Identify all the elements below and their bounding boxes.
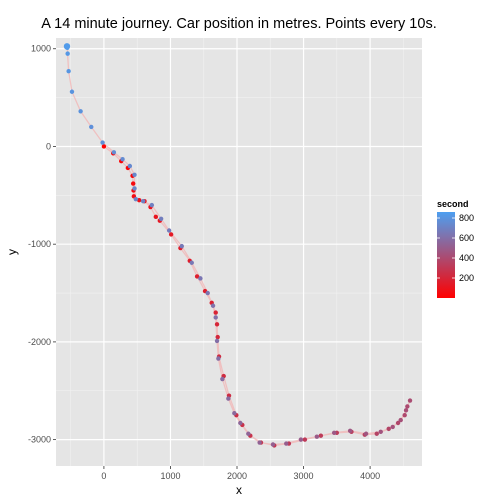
legend-tick-label: 600 bbox=[459, 233, 474, 243]
data-point bbox=[189, 260, 194, 265]
data-point bbox=[140, 198, 146, 204]
legend-colorbar bbox=[437, 212, 455, 298]
data-point bbox=[220, 376, 225, 382]
y-axis-ticks: -3000 -2000 -1000 0 1000 bbox=[28, 44, 56, 445]
x-tick-label: 3000 bbox=[294, 471, 314, 481]
data-point bbox=[257, 440, 262, 445]
data-point bbox=[405, 404, 410, 409]
data-point bbox=[215, 334, 220, 340]
data-point bbox=[100, 140, 105, 145]
plot-panel bbox=[56, 38, 422, 466]
x-tick-label: 1000 bbox=[160, 471, 180, 481]
data-point bbox=[205, 290, 210, 296]
chart-title: A 14 minute journey. Car position in met… bbox=[41, 16, 436, 32]
data-point bbox=[298, 437, 304, 442]
data-point bbox=[78, 109, 83, 114]
data-point bbox=[133, 197, 139, 202]
data-point bbox=[386, 426, 391, 432]
data-point bbox=[194, 274, 200, 279]
data-point bbox=[63, 43, 71, 50]
data-point bbox=[149, 202, 155, 208]
data-point bbox=[238, 420, 243, 426]
data-point bbox=[216, 356, 221, 361]
data-point bbox=[111, 150, 117, 155]
data-point bbox=[168, 232, 174, 237]
y-tick-label: -1000 bbox=[28, 239, 51, 249]
data-point bbox=[89, 124, 94, 130]
data-point bbox=[214, 338, 220, 344]
data-point bbox=[213, 315, 218, 320]
legend: second 200 400 600 800 bbox=[437, 199, 474, 298]
data-point bbox=[390, 424, 395, 430]
data-point bbox=[179, 243, 184, 249]
data-point bbox=[246, 431, 251, 436]
y-tick-label: -2000 bbox=[28, 337, 51, 347]
data-point bbox=[270, 442, 276, 447]
data-point bbox=[132, 186, 137, 191]
legend-ticks: 200 400 600 800 bbox=[437, 213, 474, 283]
data-points bbox=[63, 43, 413, 448]
x-tick-label: 2000 bbox=[227, 471, 247, 481]
data-point bbox=[166, 228, 172, 233]
y-tick-label: 0 bbox=[46, 141, 51, 151]
legend-tick-label: 200 bbox=[459, 273, 474, 283]
data-point bbox=[402, 412, 407, 418]
data-point bbox=[347, 428, 353, 434]
data-point bbox=[398, 417, 403, 423]
data-point bbox=[363, 431, 369, 436]
data-point bbox=[403, 408, 409, 413]
x-tick-label: 4000 bbox=[360, 471, 380, 481]
data-point bbox=[69, 89, 75, 94]
data-point bbox=[153, 214, 159, 220]
data-point bbox=[318, 433, 324, 438]
data-point bbox=[127, 163, 133, 169]
data-point bbox=[65, 51, 70, 56]
data-point bbox=[407, 398, 413, 403]
data-point bbox=[136, 198, 142, 203]
data-point bbox=[130, 181, 136, 186]
data-point bbox=[232, 411, 237, 416]
data-point bbox=[198, 276, 203, 281]
legend-tick-label: 400 bbox=[459, 253, 474, 263]
legend-title: second bbox=[437, 199, 469, 209]
data-point bbox=[314, 434, 320, 439]
x-tick-label: 0 bbox=[101, 471, 106, 481]
data-point bbox=[226, 396, 231, 401]
x-axis-ticks: 0 1000 2000 3000 4000 bbox=[101, 466, 380, 481]
data-point bbox=[120, 156, 125, 162]
data-point bbox=[66, 69, 71, 74]
y-tick-label: -3000 bbox=[28, 435, 51, 445]
data-point bbox=[132, 172, 137, 178]
legend-tick-label: 800 bbox=[459, 213, 474, 223]
data-point bbox=[213, 310, 218, 315]
grid-lines bbox=[56, 38, 422, 466]
data-point bbox=[331, 430, 337, 435]
data-point bbox=[284, 441, 289, 446]
y-axis-label: y bbox=[5, 249, 19, 255]
data-point bbox=[214, 322, 220, 327]
data-point bbox=[374, 431, 379, 436]
y-tick-label: 1000 bbox=[31, 44, 51, 54]
data-point bbox=[158, 216, 164, 221]
data-point bbox=[378, 429, 383, 434]
data-point bbox=[302, 437, 308, 442]
x-axis-label: x bbox=[236, 483, 242, 497]
data-point bbox=[395, 420, 401, 426]
data-point bbox=[101, 144, 107, 149]
data-point bbox=[210, 303, 216, 308]
